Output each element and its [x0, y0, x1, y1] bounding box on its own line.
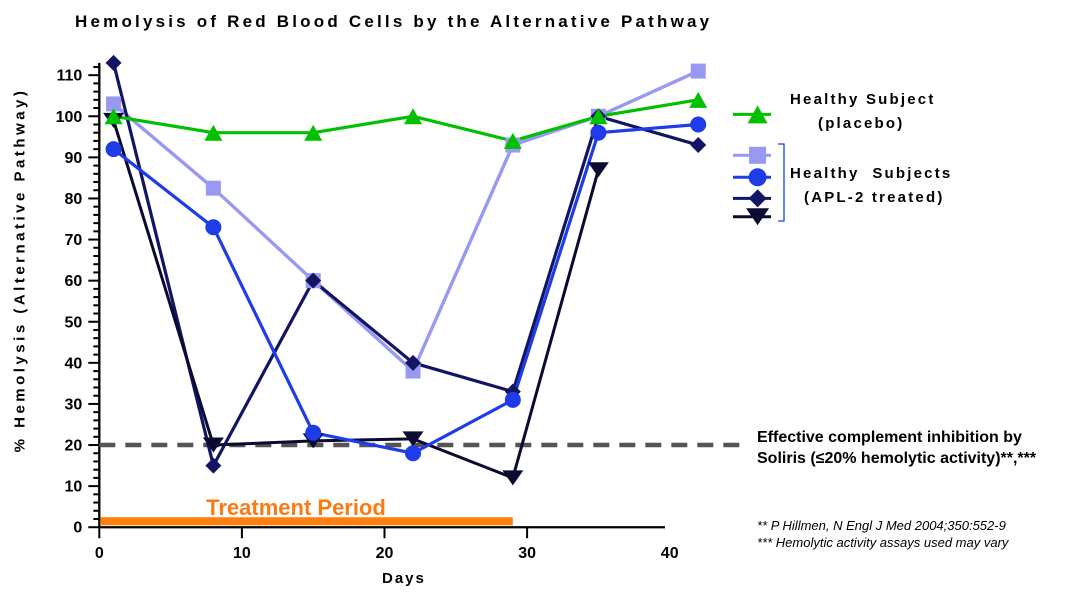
svg-text:90: 90: [65, 150, 83, 167]
svg-text:20: 20: [376, 545, 394, 562]
svg-text:110: 110: [56, 68, 82, 85]
svg-text:10: 10: [65, 479, 83, 496]
svg-text:80: 80: [65, 191, 83, 208]
svg-text:50: 50: [65, 314, 83, 331]
svg-text:40: 40: [661, 545, 679, 562]
svg-text:10: 10: [233, 545, 251, 562]
svg-text:70: 70: [65, 232, 83, 249]
svg-text:0: 0: [73, 520, 82, 537]
svg-text:30: 30: [65, 396, 83, 413]
svg-text:30: 30: [518, 545, 536, 562]
svg-text:0: 0: [95, 545, 104, 562]
svg-text:40: 40: [65, 355, 83, 372]
svg-text:100: 100: [56, 109, 83, 126]
svg-text:60: 60: [65, 273, 83, 290]
svg-text:20: 20: [65, 438, 83, 455]
